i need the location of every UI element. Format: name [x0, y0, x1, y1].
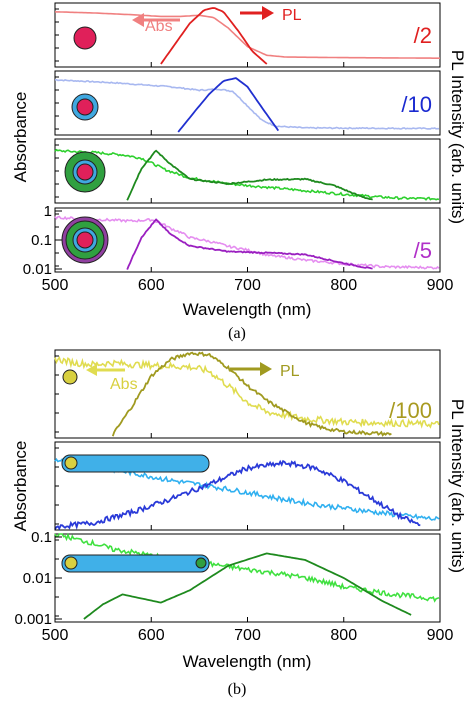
b3-pl-series [83, 552, 412, 620]
subplot-b3-frame [54, 533, 441, 623]
subplot-a3-frame [54, 138, 441, 204]
pl-annotation-a: PL [282, 7, 302, 24]
a4-abs-series [54, 215, 440, 270]
x-tick-label: 700 [234, 277, 261, 294]
panel-b-curves [54, 351, 440, 620]
pl-arrow-b [230, 362, 272, 376]
subplot-a4-frame [54, 207, 441, 273]
panel-label-a: (a) [228, 325, 246, 342]
panel-a-curves [54, 7, 440, 270]
core-shell-shell-shell-icon [61, 216, 109, 264]
a3-abs-series [54, 148, 440, 201]
subplot-a2-frame [54, 70, 441, 136]
x-axis-label-a: Wavelength (nm) [183, 300, 312, 319]
y-tick-label: 0.1 [31, 529, 52, 546]
abs-annotation-b: Abs [110, 376, 138, 393]
x-tick-label: 700 [234, 627, 261, 644]
y-tick-label: 0.001 [14, 611, 52, 628]
x-tick-label: 900 [427, 277, 454, 294]
a1-pl-series [160, 7, 268, 65]
a4-pl-series [126, 218, 373, 270]
scale-label-b1: /100 [389, 398, 432, 423]
a3-pl-series [126, 149, 374, 201]
x-tick-label: 500 [42, 627, 69, 644]
x-tick-label: 800 [330, 627, 357, 644]
scale-label-a2: /10 [401, 92, 432, 117]
y-axis-label-right-b: PL Intensity (arb. units) [448, 399, 467, 573]
quantum-dot-core-icon [62, 369, 78, 385]
b3-abs-series [54, 532, 440, 603]
y-axis-label-right-a: PL Intensity (arb. units) [448, 50, 467, 224]
a2-abs-series [55, 79, 439, 130]
b1-pl-series [111, 351, 392, 437]
x-tick-label: 600 [138, 627, 165, 644]
y-tick-label: 0.01 [23, 261, 52, 278]
a1-abs-series [54, 11, 440, 60]
a2-pl-series [177, 77, 280, 133]
scale-label-a1: /2 [414, 23, 432, 48]
x-tick-label: 600 [138, 277, 165, 294]
quantum-dot-core-icon [73, 26, 97, 50]
abs-arrow-a [132, 13, 180, 27]
nanorod-with-tip-icon [61, 554, 210, 573]
b2-pl-series [54, 459, 421, 531]
pl-arrow-a [240, 6, 274, 20]
abs-arrow-b [86, 364, 125, 376]
b1-abs-series [54, 355, 440, 429]
y-axis-label-left-b: Absorbance [11, 441, 30, 532]
x-tick-label: 900 [427, 627, 454, 644]
y-tick-label: 0.01 [23, 570, 52, 587]
core-shell-shell-icon [64, 151, 106, 193]
y-axis-label-left-a: Absorbance [11, 92, 30, 183]
abs-annotation-a: Abs [145, 18, 173, 35]
x-tick-label: 500 [42, 277, 69, 294]
panel-label-b: (b) [228, 681, 247, 698]
nanorod-icon [61, 454, 210, 473]
y-tick-label: 0.1 [31, 232, 52, 249]
scale-label-a4: /5 [414, 238, 432, 263]
y-tick-label: 1 [44, 203, 52, 220]
x-tick-label: 800 [330, 277, 357, 294]
pl-annotation-b: PL [280, 363, 300, 380]
core-shell-icon [71, 93, 99, 121]
x-axis-label-b: Wavelength (nm) [183, 652, 312, 671]
